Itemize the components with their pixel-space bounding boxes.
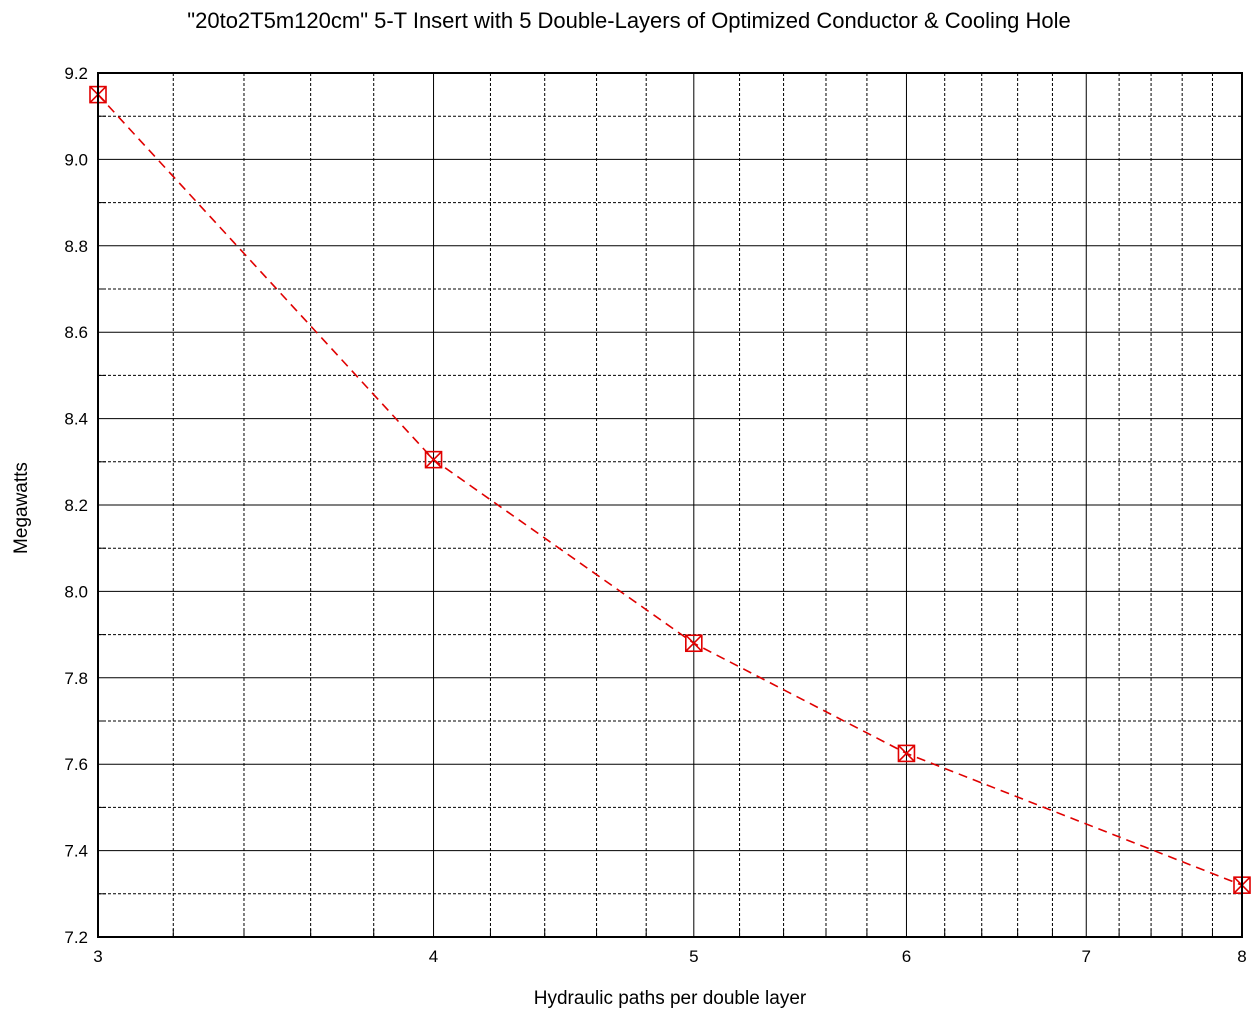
chart-title: "20to2T5m120cm" 5-T Insert with 5 Double… bbox=[187, 8, 1071, 33]
data-point-marker bbox=[897, 744, 916, 763]
y-tick-label: 7.2 bbox=[64, 928, 88, 947]
y-tick-label: 8.8 bbox=[64, 237, 88, 256]
y-tick-label: 8.4 bbox=[64, 410, 88, 429]
tick-labels: 7.2 7.4 7.6 7.8 8.0 8.2 8.4 8.6 8.8 9.0 9.2 3 4 5 6 7 8 bbox=[64, 64, 1246, 966]
x-tick-label: 4 bbox=[429, 947, 438, 966]
x-tick-label: 3 bbox=[93, 947, 102, 966]
x-tick-label: 6 bbox=[902, 947, 911, 966]
marker-cross bbox=[685, 634, 703, 652]
x-tick-label: 7 bbox=[1082, 947, 1091, 966]
series-layer bbox=[89, 85, 1251, 894]
marker-box bbox=[424, 450, 443, 469]
series-line bbox=[97, 94, 1243, 886]
y-tick-label: 8.0 bbox=[64, 582, 88, 601]
marker-cross bbox=[424, 451, 443, 469]
x-tick-label: 8 bbox=[1237, 947, 1246, 966]
marker-box bbox=[897, 744, 916, 763]
y-tick-label: 9.2 bbox=[64, 64, 88, 83]
y-tick-label: 7.8 bbox=[64, 669, 88, 688]
data-point-marker bbox=[424, 450, 443, 469]
y-tick-label: 9.0 bbox=[64, 150, 88, 169]
y-axis-label: Megawatts bbox=[11, 462, 32, 554]
grid bbox=[98, 73, 1242, 937]
marker-box bbox=[685, 634, 703, 653]
marker-cross bbox=[897, 744, 916, 762]
y-tick-label: 7.4 bbox=[64, 842, 88, 861]
y-tick-label: 8.2 bbox=[64, 496, 88, 515]
x-tick-label: 5 bbox=[689, 947, 698, 966]
plot-frame bbox=[97, 72, 1243, 938]
x-axis-label: Hydraulic paths per double layer bbox=[533, 988, 807, 1009]
data-point-marker bbox=[685, 634, 703, 653]
y-tick-label: 8.6 bbox=[64, 323, 88, 342]
y-tick-label: 7.6 bbox=[64, 755, 88, 774]
